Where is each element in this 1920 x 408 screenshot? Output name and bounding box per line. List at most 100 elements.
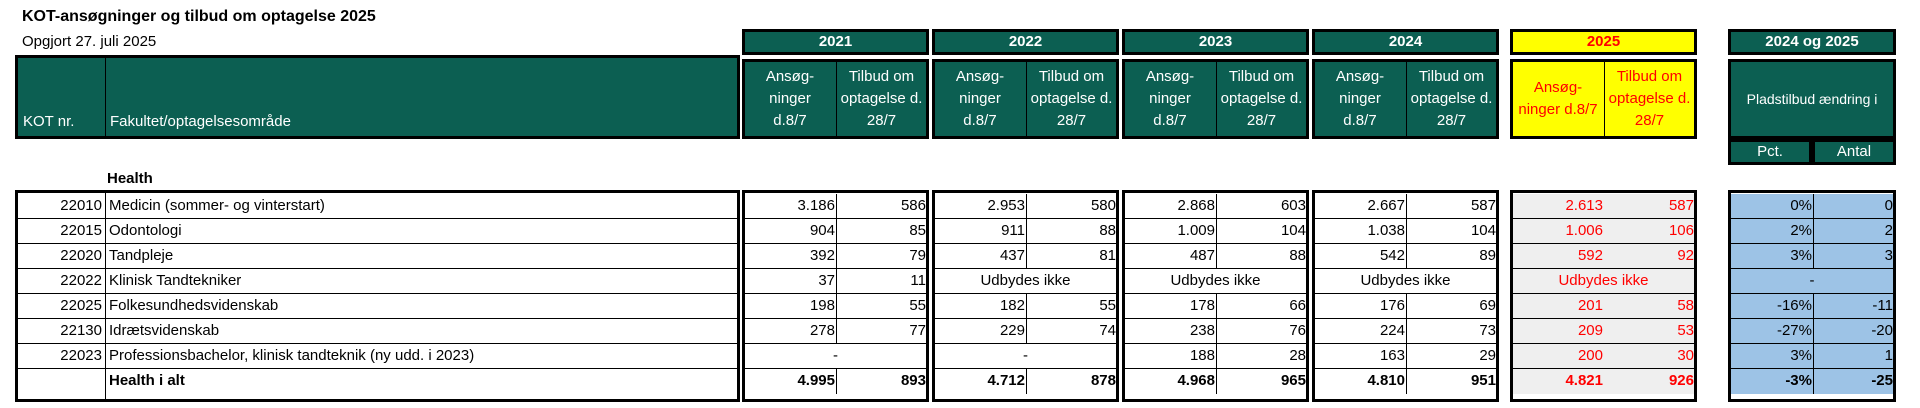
change-subheader: Pladstilbud ændring i (1728, 59, 1896, 139)
table-row-2021: - (745, 343, 926, 369)
rows-change-block: 0% 0 2% 2 3% 3 - -16% -11 -27% -20 3% 1 -3% -25 (1728, 190, 1896, 402)
applications-cell: 224 (1379, 322, 1405, 339)
offers-cell: 106 (1668, 222, 1694, 239)
table-row-2023: 4.968 965 (1125, 368, 1306, 394)
offers-cell: 104 (1280, 222, 1306, 239)
offers-cell: 580 (1090, 197, 1116, 214)
kot-nr-cell: 22023 (60, 347, 102, 364)
applications-cell: 188 (1189, 347, 1215, 364)
kot-nr-cell: 22022 (60, 272, 102, 289)
faculty-header: Fakultet/optagelsesområde (110, 113, 291, 130)
offers-cell: 55 (1099, 297, 1116, 314)
applications-cell: 229 (999, 322, 1025, 339)
table-row: Health i alt (18, 368, 737, 394)
kot-nr-cell: 22015 (60, 222, 102, 239)
offers-header: Tilbud om optagelse d. 28/7 (840, 68, 923, 129)
kot-nr-cell: 22130 (60, 322, 102, 339)
offers-header: Tilbud om optagelse d. 28/7 (1608, 68, 1691, 129)
offers-cell: 74 (1099, 322, 1116, 339)
year-header-2023: 2023 (1122, 29, 1309, 55)
table-row-2025: 200 30 (1513, 343, 1694, 369)
table-row-2022: 911 88 (935, 218, 1116, 244)
table-row: 22015 Odontologi (18, 218, 737, 244)
antal-cell: -20 (1871, 322, 1893, 339)
offers-cell: 77 (909, 322, 926, 339)
offers-cell: 66 (1289, 297, 1306, 314)
pct-cell: -3% (1785, 372, 1812, 389)
table-row-2023: Udbydes ikke (1125, 268, 1306, 294)
applications-cell: 592 (1577, 247, 1603, 264)
applications-cell: 542 (1379, 247, 1405, 264)
table-row: 22023 Professionsbachelor, klinisk tandte… (18, 343, 737, 369)
pct-cell: 0% (1790, 197, 1812, 214)
kot-nr-cell: 22010 (60, 197, 102, 214)
table-row-2022: 182 55 (935, 293, 1116, 319)
change-subheader-label: Pladstilbud ændring i (1746, 91, 1878, 107)
offers-cell: 926 (1668, 372, 1694, 389)
table-row-change: - (1731, 268, 1893, 294)
offers-cell: 28 (1289, 347, 1306, 364)
table-row-2023: 188 28 (1125, 343, 1306, 369)
rows-block-2023: 2.868 603 1.009 104 487 88 Udbydes ikke 178 66 23… (1122, 190, 1309, 402)
table-row-2025: Udbydes ikke (1513, 268, 1694, 294)
table-row-2021: 3.186 586 (745, 194, 926, 219)
not-offered-cell: - (833, 347, 838, 364)
offers-cell: 58 (1677, 297, 1694, 314)
offers-cell: 85 (909, 222, 926, 239)
program-name-cell: Health i alt (109, 372, 185, 389)
table-row-change: 0% 0 (1731, 194, 1893, 219)
offers-cell: 11 (910, 272, 926, 289)
table-row-2023: 178 66 (1125, 293, 1306, 319)
table-row-change: 3% 1 (1731, 343, 1893, 369)
kot-nr-cell: 22020 (60, 247, 102, 264)
program-name-cell: Professionsbachelor, klinisk tandteknik … (109, 347, 475, 364)
pct-cell: -27% (1776, 322, 1812, 339)
offers-cell: 965 (1280, 372, 1306, 389)
table-row-change: -3% -25 (1731, 368, 1893, 394)
table-header-left: KOT nr. Fakultet/optagelsesområde (15, 55, 740, 139)
kot-nr-cell (18, 369, 105, 394)
section-title: Health (107, 170, 153, 187)
applications-cell: 238 (1189, 322, 1215, 339)
not-offered-cell: Udbydes ikke (1558, 272, 1649, 289)
applications-header: Ansøg- ninger d.8/7 (1518, 79, 1598, 118)
table-row-2023: 1.009 104 (1125, 218, 1306, 244)
applications-cell: 911 (1001, 222, 1025, 239)
table-row-2025: 592 92 (1513, 243, 1694, 269)
offers-cell: 586 (900, 197, 926, 214)
program-name-cell: Odontologi (109, 222, 182, 239)
offers-cell: 29 (1479, 347, 1496, 364)
table-row-2025: 2.613 587 (1513, 194, 1694, 219)
table-row: 22025 Folkesundhedsvidenskab (18, 293, 737, 319)
offers-cell: 69 (1479, 297, 1496, 314)
kot-nr-header: KOT nr. (23, 113, 75, 130)
table-row-2022: 2.953 580 (935, 194, 1116, 219)
applications-cell: 4.810 (1367, 372, 1405, 389)
applications-cell: 904 (809, 222, 835, 239)
kot-nr-cell: 22025 (60, 297, 102, 314)
program-name-cell: Folkesundhedsvidenskab (109, 297, 279, 314)
year-subheader-2023: Ansøg- ninger d.8/7 Tilbud om optagelse d… (1122, 59, 1309, 139)
not-offered-cell: Udbydes ikke (980, 272, 1071, 289)
offers-header: Tilbud om optagelse d. 28/7 (1410, 68, 1493, 129)
antal-cell: -25 (1871, 372, 1893, 389)
table-row-2024: 1.038 104 (1315, 218, 1496, 244)
offers-cell: 587 (1668, 197, 1694, 214)
applications-cell: 4.995 (797, 372, 835, 389)
not-offered-cell: Udbydes ikke (1360, 272, 1451, 289)
offers-cell: 81 (1099, 247, 1116, 264)
applications-cell: 176 (1379, 297, 1405, 314)
pct-header: Pct. (1728, 139, 1812, 165)
offers-cell: 73 (1479, 322, 1496, 339)
applications-header: Ansøg- ninger d.8/7 (955, 68, 1005, 129)
table-row-2024: 224 73 (1315, 318, 1496, 344)
rows-block-2025: 2.613 587 1.006 106 592 92 Udbydes ikke 201 58 20… (1510, 190, 1697, 402)
applications-cell: 2.868 (1177, 197, 1215, 214)
not-offered-cell: Udbydes ikke (1170, 272, 1261, 289)
applications-header: Ansøg- ninger d.8/7 (765, 68, 815, 129)
not-offered-cell: - (1023, 347, 1028, 364)
table-row-2024: 176 69 (1315, 293, 1496, 319)
applications-cell: 209 (1577, 322, 1603, 339)
table-row-2021: 392 79 (745, 243, 926, 269)
table-row-2023: 2.868 603 (1125, 194, 1306, 219)
